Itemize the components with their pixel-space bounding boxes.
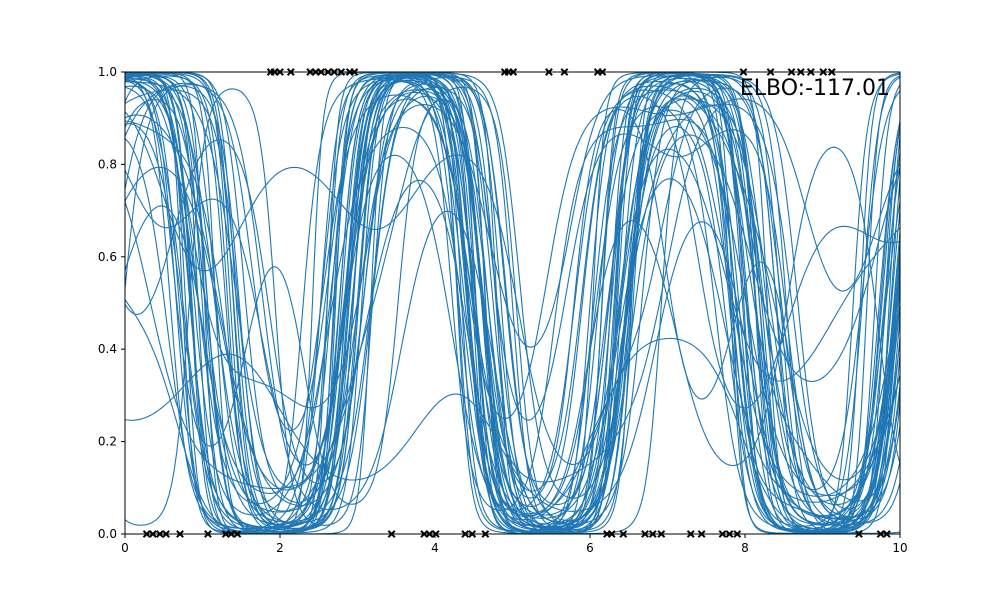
x-tick-label: 8 [741,541,749,555]
x-tick-label: 10 [892,541,907,555]
y-tick-label: 0.6 [98,250,117,264]
y-tick-label: 1.0 [98,65,117,79]
x-tick-label: 2 [276,541,284,555]
elbo-annotation: ELBO:-117.01 [740,76,890,101]
y-tick-label: 0.0 [98,527,117,541]
y-tick-label: 0.4 [98,342,117,356]
x-tick-label: 6 [586,541,594,555]
y-tick-label: 0.2 [98,435,117,449]
x-tick-label: 0 [121,541,129,555]
x-tick-label: 4 [431,541,439,555]
y-tick-label: 0.8 [98,157,117,171]
